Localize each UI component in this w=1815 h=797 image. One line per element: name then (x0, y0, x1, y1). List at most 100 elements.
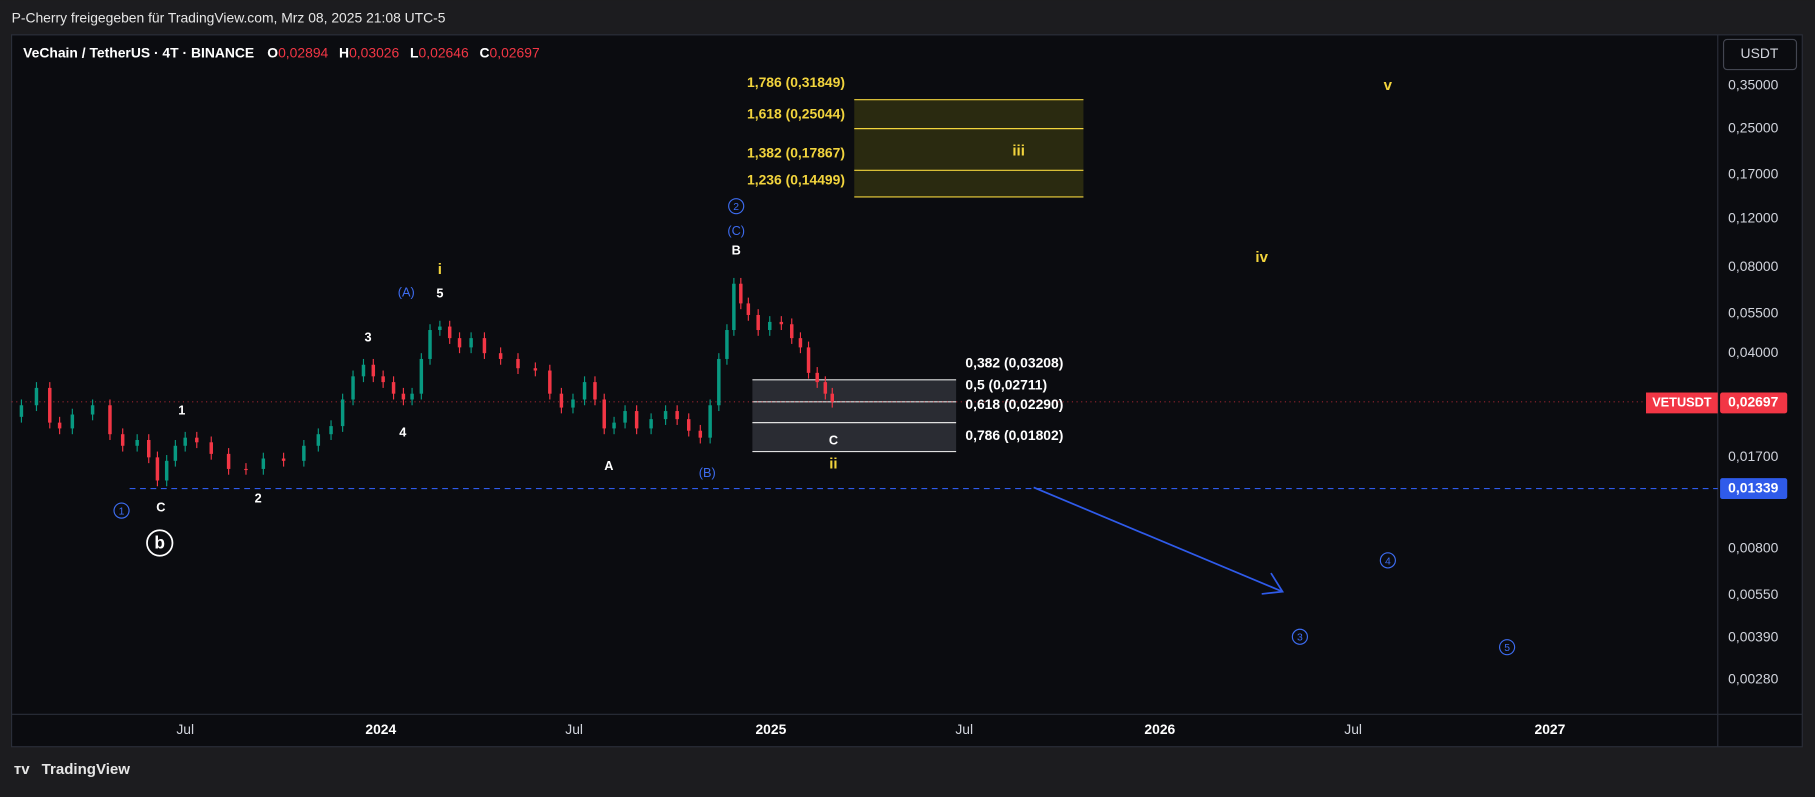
candle-body (351, 376, 355, 400)
wave-label: 4 (399, 424, 406, 439)
candle-body (559, 393, 564, 408)
symbol-tag-text: VETUSDT (1652, 394, 1712, 409)
price-axis-label: 0,08000 (1728, 258, 1778, 274)
candle-body (120, 434, 125, 446)
time-axis-label: Jul (1344, 721, 1362, 737)
candle-body (261, 458, 266, 469)
fib-label: 1,618 (0,25044) (747, 105, 845, 121)
wave-label: 1 (119, 507, 125, 518)
legend-value: 0,03026 (349, 44, 399, 60)
wave-label: 3 (365, 329, 372, 344)
candle-body (746, 303, 751, 315)
fib-label: 1,236 (0,14499) (747, 171, 845, 187)
price-axis-label: 0,04000 (1728, 344, 1778, 360)
symbol-tag (1646, 392, 1718, 414)
currency[interactable]: USDT (1741, 45, 1779, 61)
fib-zone-upper (854, 99, 1084, 197)
fib-lines-upper (854, 99, 1084, 198)
candle-body (391, 382, 396, 394)
wave-circle (1379, 552, 1396, 569)
wave-label: B (732, 243, 741, 258)
wave-label: 3 (1297, 633, 1303, 644)
wave-circle (1291, 628, 1309, 645)
candle-body (675, 411, 679, 420)
candle-body (447, 326, 452, 339)
candle-body (381, 376, 385, 383)
candle-body (798, 338, 803, 348)
candle-body (830, 393, 834, 402)
candle-body (593, 382, 597, 400)
time-axis-label: Jul (565, 721, 583, 737)
candle-body (732, 283, 736, 331)
candle-body (649, 419, 653, 429)
candle-body (498, 353, 503, 359)
support-tag-text: 0,01339 (1728, 479, 1778, 495)
legend-label: H (339, 44, 349, 60)
candle-body (469, 338, 473, 348)
candle-body (533, 368, 538, 371)
candle-body (164, 460, 169, 481)
fib-label: 0,382 (0,03208) (965, 354, 1063, 370)
footer-brand: TradingView (42, 761, 131, 778)
candle-body (48, 387, 52, 423)
wave-label: (A) (398, 284, 415, 299)
fib-label: 0,786 (0,01802) (965, 427, 1063, 443)
candle-body (410, 393, 414, 400)
candle-body (708, 405, 712, 438)
candle-body (401, 393, 406, 400)
legend-symbol: VeChain / TetherUS · 4T · BINANCE (23, 44, 254, 60)
currency-button[interactable] (1722, 38, 1798, 71)
wave-label: C (829, 433, 838, 448)
candle-body (57, 422, 62, 429)
price-tag (1720, 392, 1788, 414)
candle-body (70, 414, 75, 429)
candle-body (571, 399, 575, 408)
wave-label: iii (1012, 143, 1025, 160)
wave-circle (1498, 639, 1516, 656)
candle-body (302, 445, 306, 461)
candle-body (371, 364, 376, 377)
price-axis-label: 0,00800 (1728, 539, 1778, 555)
candle-body (623, 411, 627, 423)
candle-body (686, 419, 691, 431)
candle-body (195, 437, 199, 443)
candle-body (482, 338, 487, 354)
candle-body (823, 382, 828, 394)
candle-body (19, 405, 24, 417)
candle-body (516, 358, 520, 369)
wave-label: 5 (436, 285, 443, 300)
price-axis-label: 0,00550 (1728, 586, 1778, 602)
wave-circle (146, 529, 174, 557)
candle-body (419, 358, 424, 394)
support-tag (1720, 478, 1788, 500)
time-axis-label: Jul (955, 721, 973, 737)
candle-body (717, 358, 721, 406)
legend: VeChain / TetherUS · 4T · BINANCE O0,028… (23, 44, 540, 60)
legend-value: 0,02646 (419, 44, 469, 60)
candle-body (806, 347, 811, 373)
price-candles (19, 277, 834, 487)
candle-body (634, 411, 639, 429)
time-axis-label: 2027 (1534, 721, 1565, 737)
candle-body (756, 314, 760, 331)
price-axis-label: 0,35000 (1728, 76, 1778, 92)
candle-body (244, 468, 248, 471)
candle-body (582, 382, 587, 400)
fib-zone-lower (752, 379, 957, 452)
fib-label: 1,786 (0,31849) (747, 74, 845, 90)
legend-label: O (267, 44, 278, 60)
candle-body (34, 387, 39, 406)
candle-body (361, 364, 366, 377)
candle-body (602, 399, 606, 429)
candle-body (173, 445, 178, 461)
wave-circle (113, 502, 130, 519)
price-axis-label: 0,12000 (1728, 210, 1778, 226)
candle-body (147, 439, 151, 458)
candle-body (779, 321, 784, 325)
candle-body (183, 437, 187, 446)
price-axis-label: 0,17000 (1728, 166, 1778, 182)
candle-body (155, 457, 160, 481)
candle-body (135, 439, 139, 446)
wave-label: ii (829, 455, 837, 472)
